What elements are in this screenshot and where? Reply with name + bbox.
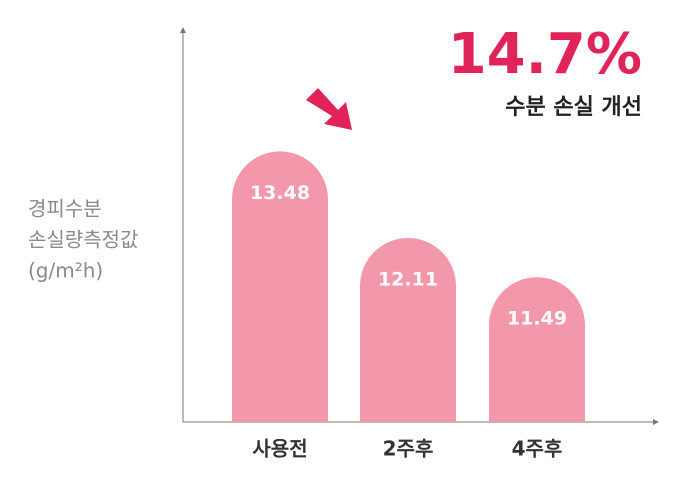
value-label: 13.48 — [250, 182, 310, 204]
value-label: 12.11 — [378, 269, 438, 291]
annotation-text: 수분 손실 개선 — [505, 95, 642, 120]
x-tick-label: 2주후 — [383, 437, 434, 461]
annotation-value: 14.7% — [448, 22, 642, 87]
bar — [489, 277, 585, 422]
y-axis-label-line: (g/m²h) — [28, 259, 103, 283]
bar — [360, 238, 456, 422]
arrow-icon — [306, 88, 352, 130]
x-tick-label: 사용전 — [252, 437, 307, 461]
x-tick-label: 4주후 — [512, 437, 563, 461]
value-label: 11.49 — [507, 308, 567, 330]
y-axis-label-line: 경피수분 — [28, 197, 102, 221]
bar — [232, 151, 328, 423]
y-axis-label-line: 손실량측정값 — [28, 228, 138, 252]
